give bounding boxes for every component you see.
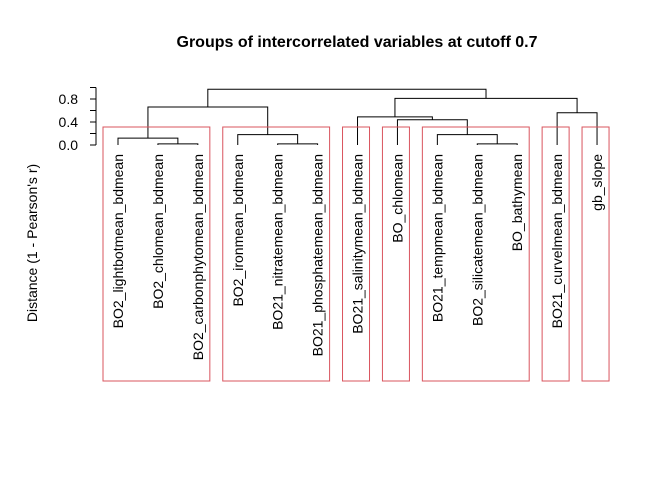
group-box	[581, 126, 610, 382]
leaf-label: BO21_phosphatemean_bdmean	[310, 154, 326, 356]
dendrogram-branch	[476, 143, 518, 145]
y-tick-label: 0.4	[59, 114, 79, 130]
leaf-label: BO2_carbonphytomean_bdmean	[190, 154, 206, 360]
dendrogram-branch	[396, 119, 468, 145]
y-axis: 0.0 0.4 0.8	[59, 87, 97, 153]
group-box	[421, 126, 530, 382]
leaf-label: BO21_tempmean_bdmean	[429, 154, 445, 322]
group-box	[381, 126, 410, 382]
leaf-label: BO_chlomean	[389, 154, 405, 243]
leaf-label: gb_slope	[589, 154, 605, 211]
group-box	[102, 126, 211, 382]
leaf-label: BO2_ironmean_bdmean	[230, 154, 246, 307]
leaf-label: BO21_salinitymean_bdmean	[350, 154, 366, 334]
dendrogram-tree	[117, 88, 598, 145]
y-tick-label: 0.8	[59, 91, 79, 107]
dendrogram-branch	[394, 97, 578, 117]
group-box	[541, 126, 570, 382]
dendrogram-branch	[277, 143, 319, 145]
leaf-label: BO2_chlomean_bdmean	[150, 154, 166, 309]
leaf-label: BO2_silicatemean_bdmean	[469, 154, 485, 326]
group-boxes	[102, 126, 610, 382]
leaf-labels: BO2_lightbotmean_bdmean BO2_chlomean_bdme…	[110, 154, 605, 360]
leaf-label: BO2_lightbotmean_bdmean	[110, 154, 126, 328]
dendrogram-branch	[556, 112, 598, 145]
leaf-label: BO_bathymean	[509, 154, 525, 251]
leaf-label: BO21_curvelmean_bdmean	[549, 154, 565, 328]
y-axis-label: Distance (1 - Pearson's r)	[24, 164, 40, 322]
dendrogram-branch	[207, 88, 487, 108]
dendrogram-branch	[357, 116, 433, 145]
y-tick-label: 0.0	[59, 137, 79, 153]
dendrogram-branch	[147, 106, 269, 139]
group-box	[342, 126, 371, 382]
group-box	[222, 126, 331, 382]
dendrogram-branch	[157, 143, 199, 145]
leaf-label: BO21_nitratemean_bdmean	[270, 154, 286, 330]
chart-title: Groups of intercorrelated variables at c…	[177, 34, 538, 51]
